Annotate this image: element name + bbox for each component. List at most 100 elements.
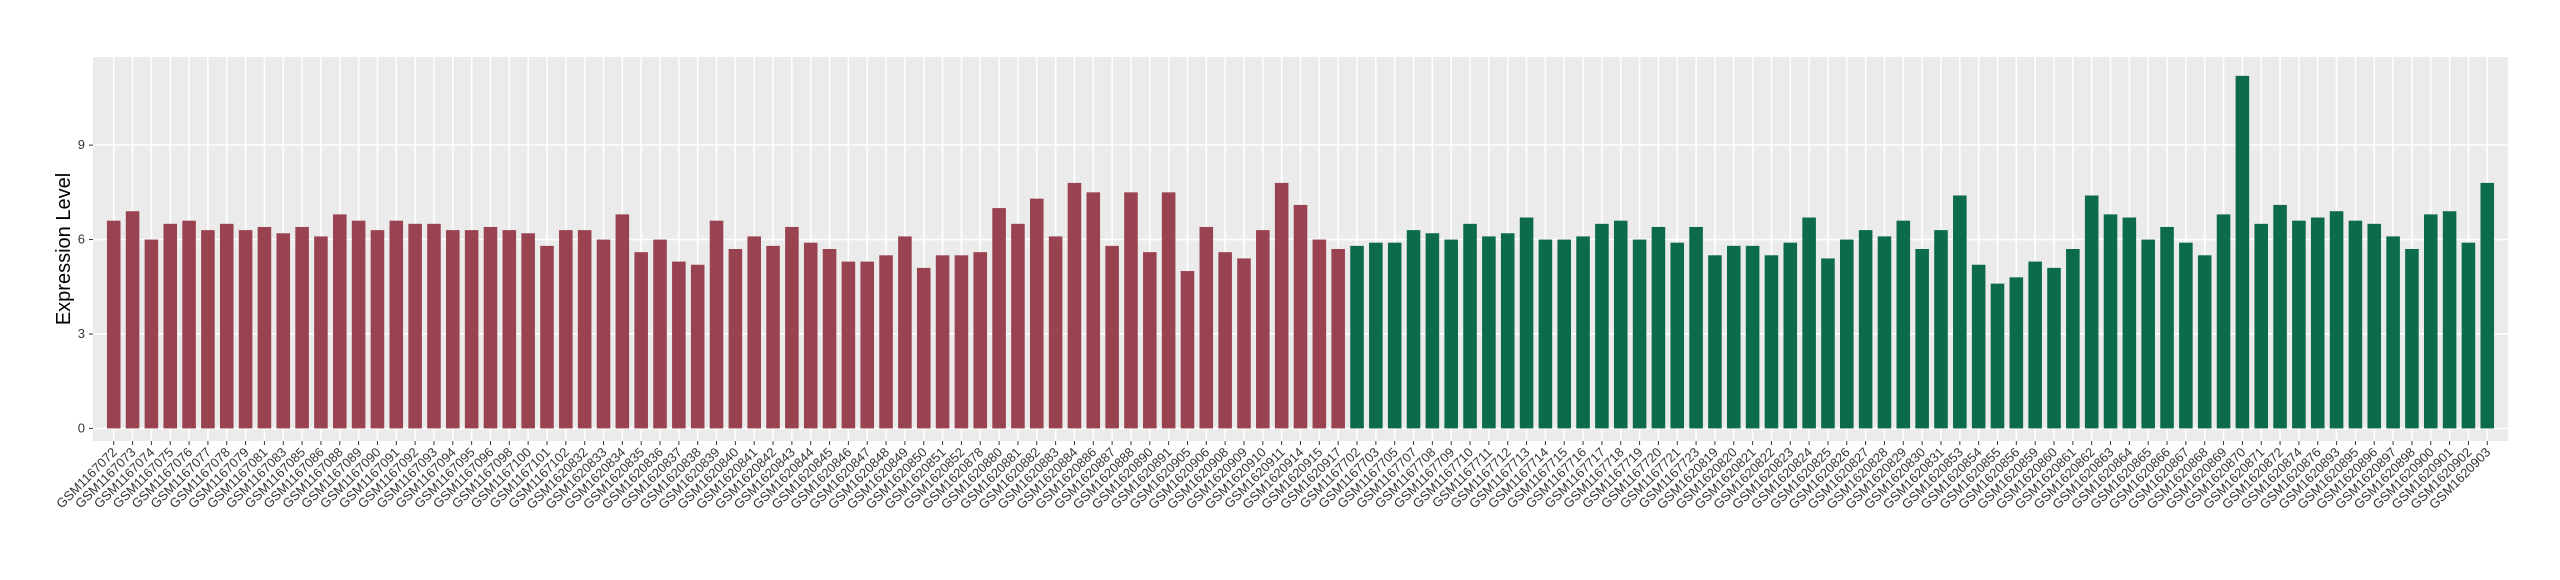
bar [1802,217,1816,429]
bar [1538,239,1553,429]
bar [2216,214,2231,429]
bar [2235,75,2250,429]
bar [1651,226,1666,429]
bar [427,223,441,429]
bar [1519,217,1534,429]
bar [219,223,234,429]
bar [1632,239,1647,429]
bar [1406,230,1421,429]
bar [408,223,422,429]
bar [1011,223,1025,429]
bar [106,220,121,429]
bar [2310,217,2325,429]
bar [728,249,743,429]
bar [2066,249,2080,429]
bar [1745,245,1760,429]
bar [1105,245,1119,429]
bar [690,264,705,429]
bar [1821,258,1835,429]
bar [1369,242,1383,429]
bar [634,252,648,429]
y-tick-label: 9 [78,137,85,152]
bar [2197,255,2212,429]
bar [2179,242,2193,429]
bar [1387,242,1402,429]
bar [2329,211,2344,429]
bar [1915,249,1929,429]
bar [1218,252,1232,429]
bar [1425,233,1440,429]
bar [1029,198,1044,429]
bar [898,236,912,429]
bar [1877,236,1892,429]
bar [559,230,573,429]
bar [2292,220,2306,429]
bar [483,226,498,429]
bar [1576,236,1590,429]
bar [2480,182,2495,429]
bar [2348,220,2363,429]
bar [860,261,875,429]
bar [2122,217,2137,429]
y-tick-label: 0 [78,420,85,435]
bar [1331,249,1345,429]
bar [1161,192,1176,429]
y-axis-title: Expression Level [53,173,75,325]
bar [2103,214,2118,429]
bar [1444,239,1458,429]
bar [1274,182,1289,429]
bar [238,230,253,429]
bar [125,211,140,429]
bar [2028,261,2042,429]
bar [577,230,592,429]
bar [1764,255,1779,429]
bar [201,230,215,429]
bar [2386,236,2400,429]
bar [2254,223,2269,429]
bar [1482,236,1496,429]
bar [1783,242,1798,429]
bar [1143,252,1157,429]
bar [1971,264,1986,429]
bar [389,220,404,429]
bar [521,233,535,429]
bar [1726,245,1741,429]
bar [992,208,1006,429]
bar [596,239,611,429]
bar [747,236,761,429]
bar [1934,230,1948,429]
bar [803,242,818,429]
bar [653,239,667,429]
bar [144,239,159,429]
bar [1067,182,1082,429]
bar [822,249,837,429]
bar [295,226,309,429]
bar [2047,267,2061,429]
bar [540,245,554,429]
bar [2009,277,2024,429]
bar [1237,258,1251,429]
bar [1990,283,2005,429]
bar [257,226,272,429]
bar [1180,271,1195,429]
bar [785,226,799,429]
bar [1048,236,1063,429]
bar [2160,226,2174,429]
bar [1199,226,1214,429]
bar [935,255,950,429]
bar [1557,239,1572,429]
bar [2273,204,2287,429]
y-tick-label: 3 [78,326,85,341]
bar [916,267,931,429]
bar [1595,223,1609,429]
bar [332,214,347,429]
bar [1463,223,1477,429]
y-tick-label: 6 [78,232,85,247]
bar [709,220,724,429]
bar [2461,242,2476,429]
bar [1256,230,1270,429]
bar [446,230,460,429]
bar [370,230,385,429]
